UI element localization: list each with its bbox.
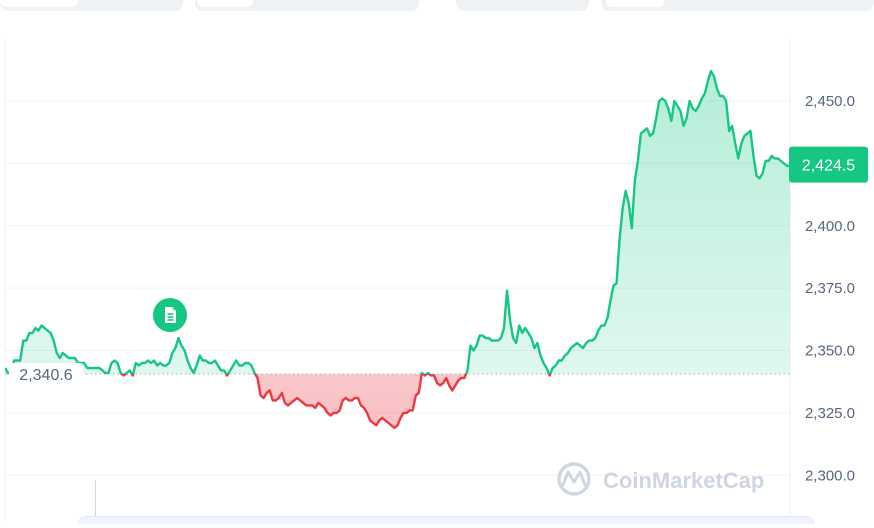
toolbar-tab-4[interactable] xyxy=(601,0,874,11)
area-below-reference xyxy=(121,373,551,428)
toolbar-tab-4-active xyxy=(606,0,664,7)
y-tick-label: 2,325.0 xyxy=(805,405,855,422)
area-above-reference xyxy=(5,71,790,374)
toolbar-tab-2-active xyxy=(197,0,253,7)
toolbar-tab-3[interactable] xyxy=(456,0,589,11)
current-price-label: 2,424.5 xyxy=(789,146,868,183)
toolbar-tab-1-active xyxy=(0,0,78,7)
y-tick-label: 2,400.0 xyxy=(805,218,855,235)
watermark-text: CoinMarketCap xyxy=(603,468,764,493)
price-labels: 2,340.6 2,424.5 xyxy=(9,146,868,385)
price-line xyxy=(5,69,790,430)
watermark: CoinMarketCap xyxy=(557,462,764,496)
document-icon xyxy=(165,307,176,323)
price-area xyxy=(5,71,790,428)
line-below-reference xyxy=(7,373,552,430)
price-line-up xyxy=(5,69,790,374)
area-fill-down xyxy=(121,373,551,428)
current-price-badge xyxy=(789,146,868,183)
current-price-text: 2,424.5 xyxy=(802,158,855,175)
price-line-down xyxy=(7,373,552,430)
area-fill-up xyxy=(5,71,790,374)
reference-price-text: 2,340.6 xyxy=(19,367,72,384)
toolbar-tab-2[interactable] xyxy=(195,0,419,11)
news-marker[interactable] xyxy=(153,298,187,332)
y-tick-label: 2,375.0 xyxy=(805,280,855,297)
line-above-reference xyxy=(5,69,790,374)
y-tick-label: 2,350.0 xyxy=(805,343,855,360)
coinmarketcap-logo-wave xyxy=(561,470,587,487)
reference-price-label: 2,340.6 xyxy=(9,362,83,385)
y-tick-label: 2,450.0 xyxy=(805,93,855,110)
y-tick-label: 2,300.0 xyxy=(805,467,855,484)
toolbar-tab-1[interactable] xyxy=(0,0,183,11)
reference-price-bg xyxy=(9,362,83,385)
coinmarketcap-logo-icon xyxy=(557,462,591,496)
